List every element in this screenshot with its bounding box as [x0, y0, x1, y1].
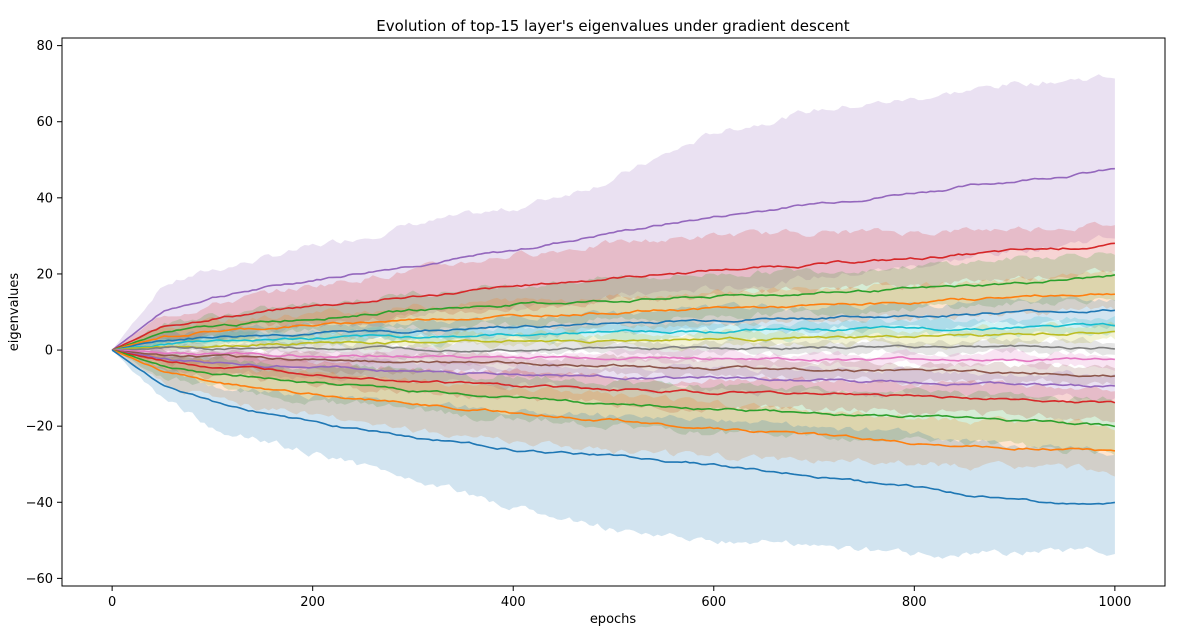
series-14-band [112, 350, 1115, 477]
y-tick-label: −40 [26, 496, 53, 511]
chart-title: Evolution of top-15 layer's eigenvalues … [376, 17, 850, 35]
series-lines [111, 167, 1116, 505]
y-tick-label: −20 [26, 420, 53, 435]
series-7-band [112, 321, 1115, 352]
series-10-line [112, 349, 1116, 378]
x-tick-label: 800 [902, 595, 927, 610]
y-axis-ticks: −60 −40 −20 0 20 40 60 80 [26, 39, 62, 587]
y-tick-label: −60 [26, 572, 53, 587]
series-3-band [112, 252, 1115, 351]
y-tick-label: 40 [36, 191, 53, 206]
x-axis-ticks: 0 200 400 600 800 1000 [108, 586, 1131, 610]
series-12-band [112, 350, 1115, 423]
y-tick-label: 0 [45, 344, 53, 359]
x-axis-label: epochs [590, 612, 637, 627]
series-12-line [111, 349, 1116, 404]
series-6-band [112, 316, 1115, 351]
x-tick-label: 400 [501, 595, 526, 610]
series-4-line [111, 292, 1115, 351]
series-1-band [112, 74, 1115, 351]
y-axis-label: eigenvalues [7, 273, 22, 352]
y-tick-label: 80 [36, 39, 53, 54]
series-13-line [111, 349, 1116, 428]
series-11-line [111, 349, 1116, 388]
series-15-line [111, 349, 1116, 505]
series-9-line [112, 349, 1115, 363]
series-2-line [111, 242, 1115, 351]
y-tick-label: 60 [36, 115, 53, 130]
series-7-line [112, 330, 1115, 351]
x-tick-label: 200 [300, 595, 325, 610]
x-tick-label: 0 [108, 595, 116, 610]
series-11-band [112, 348, 1115, 403]
x-tick-label: 1000 [1098, 595, 1131, 610]
x-tick-label: 600 [701, 595, 726, 610]
series-2-band [112, 221, 1115, 351]
std-bands [112, 74, 1115, 559]
series-8-line [112, 344, 1115, 353]
series-5-line [111, 308, 1115, 351]
y-tick-label: 20 [36, 267, 53, 282]
series-6-line [112, 322, 1115, 351]
plot-frame [61, 37, 1166, 587]
series-14-line [111, 349, 1116, 452]
series-13-band [112, 350, 1115, 456]
series-1-line [111, 167, 1115, 351]
series-8-band [112, 336, 1115, 361]
series-3-line [111, 274, 1116, 351]
